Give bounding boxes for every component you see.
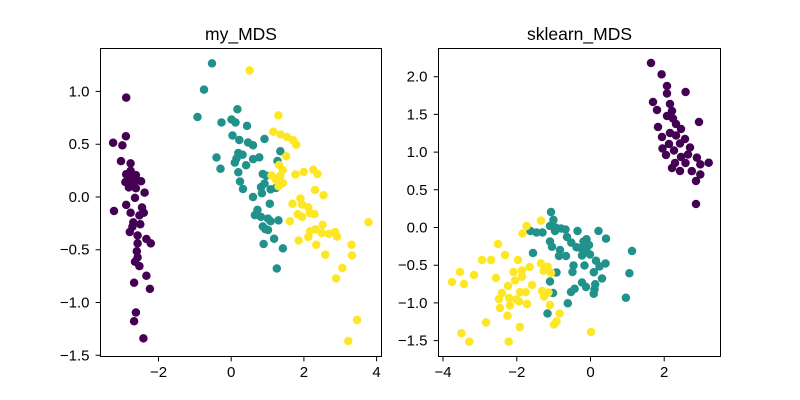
svg-text:0.0: 0.0 bbox=[69, 189, 90, 206]
svg-text:sklearn_MDS: sklearn_MDS bbox=[527, 24, 632, 45]
svg-text:0.0: 0.0 bbox=[407, 220, 428, 237]
svg-text:my_MDS: my_MDS bbox=[205, 24, 277, 45]
svg-text:−1.0: −1.0 bbox=[60, 295, 90, 312]
svg-text:4: 4 bbox=[372, 364, 380, 381]
svg-text:−2: −2 bbox=[150, 364, 167, 381]
svg-text:0.5: 0.5 bbox=[407, 182, 428, 199]
svg-text:1.0: 1.0 bbox=[407, 144, 428, 161]
svg-text:2: 2 bbox=[660, 364, 668, 381]
svg-text:1.0: 1.0 bbox=[69, 83, 90, 100]
svg-text:0.5: 0.5 bbox=[69, 136, 90, 153]
svg-text:−0.5: −0.5 bbox=[398, 257, 428, 274]
svg-text:0: 0 bbox=[586, 364, 594, 381]
svg-text:−4: −4 bbox=[434, 364, 451, 381]
svg-text:−1.5: −1.5 bbox=[60, 347, 90, 364]
svg-text:2: 2 bbox=[300, 364, 308, 381]
svg-text:2.0: 2.0 bbox=[407, 69, 428, 86]
svg-text:−1.0: −1.0 bbox=[398, 295, 428, 312]
svg-text:1.5: 1.5 bbox=[407, 106, 428, 123]
svg-text:0: 0 bbox=[227, 364, 235, 381]
svg-text:−0.5: −0.5 bbox=[60, 242, 90, 259]
svg-text:−2: −2 bbox=[508, 364, 525, 381]
svg-text:−1.5: −1.5 bbox=[398, 333, 428, 350]
